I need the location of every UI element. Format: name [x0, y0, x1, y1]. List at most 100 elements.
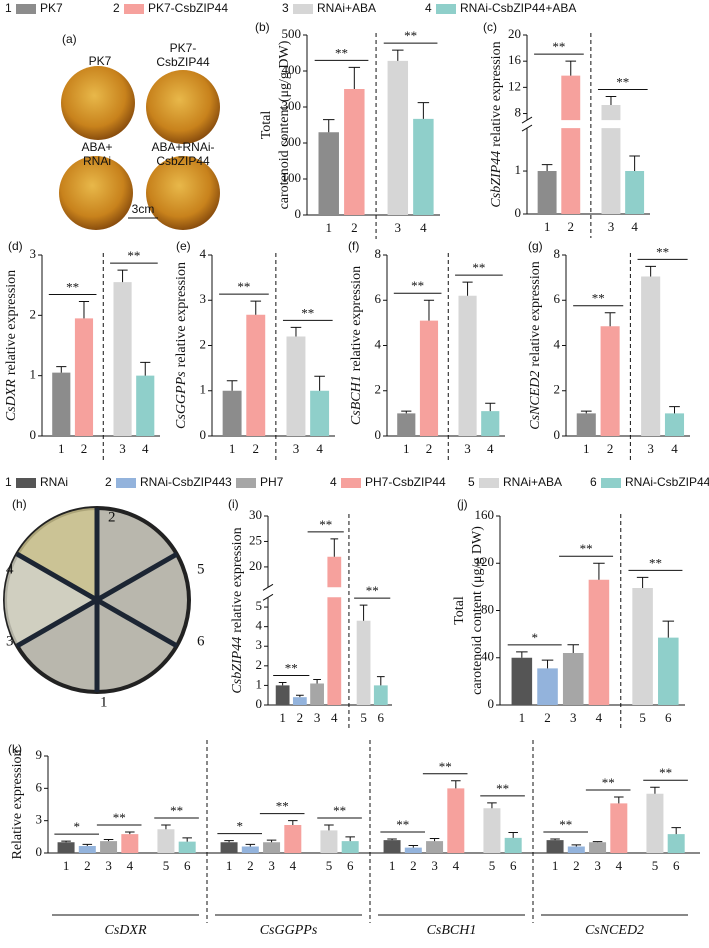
y-tick-label: 3: [36, 812, 43, 827]
error-bar: [592, 841, 603, 843]
x-tick-label: 4: [420, 220, 427, 235]
bar: [341, 841, 359, 853]
bar: [100, 841, 118, 853]
y-tick-label: 500: [282, 26, 302, 41]
y-axis-label-gene: CsbZIP44: [489, 151, 504, 208]
y-tick-label: 2: [200, 336, 207, 351]
y-tick-label: 160: [475, 507, 495, 522]
y-axis-label: Relative expression: [10, 749, 25, 859]
error-bar: [324, 824, 334, 831]
y-tick-label: 20: [508, 26, 521, 41]
x-tick-label: 1: [279, 710, 286, 725]
error-bar: [103, 839, 114, 842]
bar: [588, 579, 610, 705]
y-axis-label-text: relative expression: [174, 262, 189, 367]
group-label: CsDXR: [105, 923, 147, 938]
bar: [178, 841, 196, 853]
x-tick-label: 2: [426, 441, 433, 456]
y-tick-label: 0: [200, 427, 207, 442]
significance-label: **: [335, 45, 348, 60]
x-tick-label: 2: [607, 441, 614, 456]
x-tick-label: 5: [489, 858, 496, 873]
significance-label: **: [170, 803, 183, 818]
plate-label: 4: [6, 561, 14, 577]
x-tick-label: 6: [347, 858, 354, 873]
legend-label: RNAi-CsbZIP44+ABA: [460, 1, 576, 15]
panel-label: (a): [62, 32, 77, 46]
significance-label: **: [552, 39, 565, 54]
plate-sector: [17, 507, 97, 600]
bar: [481, 411, 500, 436]
y-tick-label: 25: [249, 532, 262, 547]
x-tick-label: 5: [360, 710, 367, 725]
error-bar: [541, 659, 554, 669]
error-bar: [650, 786, 660, 794]
significance-label: **: [656, 244, 669, 259]
error-bar: [278, 681, 287, 686]
bar: [641, 276, 661, 436]
y-axis-label-gene: CsbZIP44: [230, 637, 245, 694]
significance-label: **: [301, 305, 314, 320]
y-axis-label-gene: CsGGPPs: [174, 371, 189, 429]
x-tick-label: 6: [510, 858, 517, 873]
error-bar: [387, 838, 397, 841]
significance-label: **: [496, 781, 509, 796]
legend-number: 5: [468, 475, 475, 489]
legend-swatch: [293, 4, 313, 14]
y-tick-label: 16: [508, 52, 522, 67]
x-tick-label: 1: [552, 858, 559, 873]
bar: [310, 390, 330, 436]
panel-label: (i): [228, 497, 239, 511]
y-tick-label: 2: [30, 306, 37, 321]
significance-label: **: [366, 583, 379, 598]
bar: [546, 840, 564, 853]
y-tick-label: 40: [481, 649, 494, 664]
y-tick-label: 30: [249, 507, 262, 522]
x-tick-label: 5: [163, 858, 170, 873]
y-axis-label-text: relative expression: [349, 266, 364, 371]
x-tick-label: 2: [544, 710, 551, 725]
y-axis-label: carotenoid content (μg/g DW): [277, 40, 292, 209]
bar: [567, 846, 585, 853]
significance-label: **: [319, 517, 332, 532]
bar: [397, 413, 416, 436]
y-tick-label: 100: [282, 170, 302, 185]
legend-label: RNAi+ABA: [317, 1, 376, 15]
y-tick-label: 6: [554, 291, 561, 306]
y-tick-label: 20: [249, 558, 262, 573]
y-tick-label: 8: [554, 246, 561, 261]
significance-label: **: [285, 660, 298, 675]
bar: [383, 840, 401, 853]
bar: [157, 829, 175, 853]
x-tick-label: 3: [464, 441, 471, 456]
error-bar: [140, 361, 151, 376]
y-tick-label: 0: [256, 696, 263, 711]
error-bar: [161, 824, 171, 830]
plate-photo: [3, 506, 191, 694]
x-tick-label: 2: [410, 858, 417, 873]
legend-number: 4: [425, 1, 432, 15]
y-tick-label: 1: [256, 676, 263, 691]
error-bar: [250, 300, 262, 315]
x-tick-label: 1: [58, 441, 65, 456]
y-axis-label-text: relative expression: [528, 261, 543, 366]
y-tick-label: 6: [375, 291, 382, 306]
x-tick-label: 2: [297, 710, 304, 725]
significance-label: **: [66, 279, 79, 294]
bar: [220, 842, 238, 853]
error-bar: [662, 620, 675, 638]
y-axis-label-gene: CsDXR: [4, 379, 19, 421]
significance-label: **: [333, 803, 346, 818]
error-bar: [226, 380, 238, 391]
error-bar: [567, 644, 579, 654]
bar: [57, 842, 75, 853]
bar: [511, 657, 533, 705]
plate-label: 5: [197, 561, 205, 577]
error-bar: [636, 576, 649, 589]
error-bar: [359, 604, 368, 621]
bar: [664, 413, 685, 436]
legend-swatch: [16, 4, 36, 14]
x-tick-label: 3: [594, 858, 601, 873]
plate-label: 6: [197, 633, 205, 649]
panel-label: (f): [348, 239, 359, 253]
